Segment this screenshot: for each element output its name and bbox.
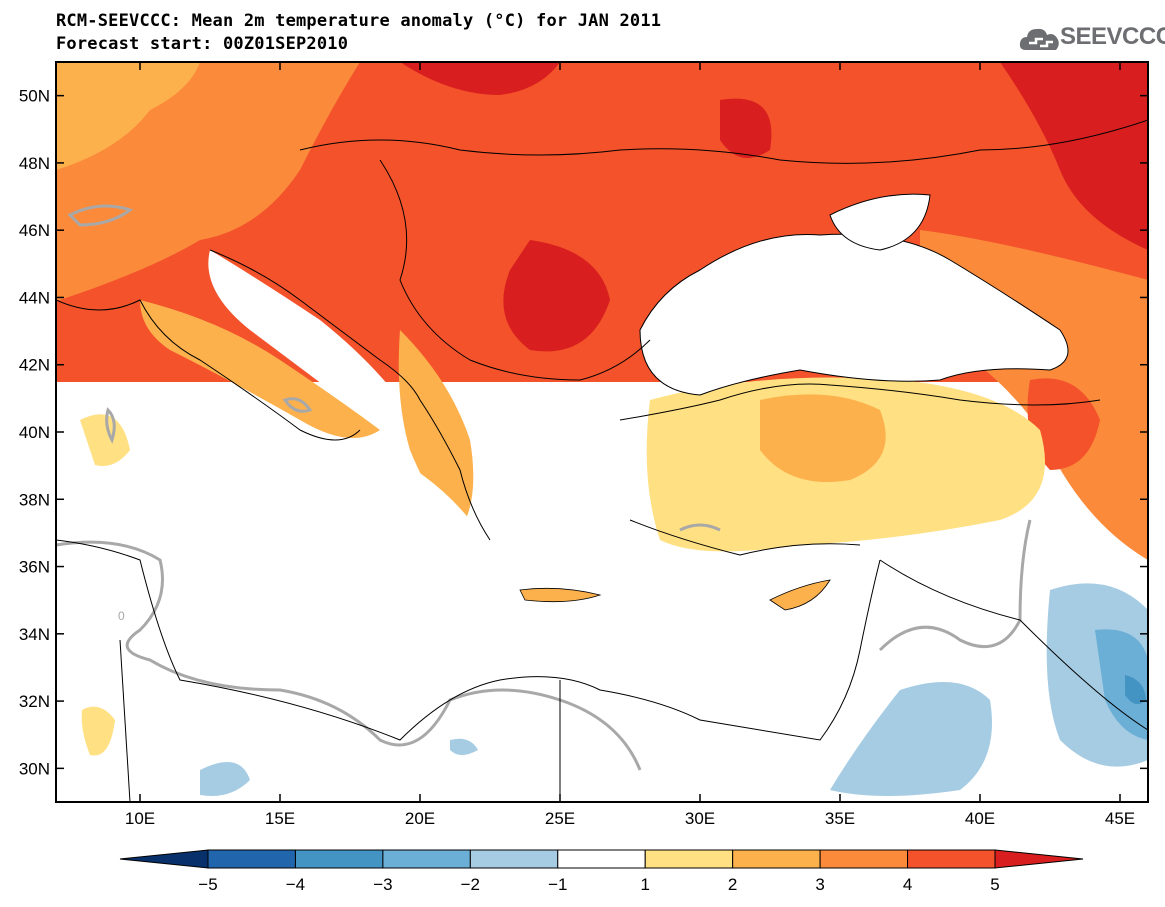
lon-tick-label: 30E (685, 809, 715, 828)
map-subtitle: Forecast start: 00Z01SEP2010 (56, 34, 349, 54)
anomaly-above5-north (400, 62, 560, 95)
anomaly-field: 0 (56, 62, 1148, 802)
lat-tick-label: 48N (19, 154, 50, 173)
zero-contour-anatolia (679, 523, 721, 532)
anomaly-2to3-italy (140, 300, 380, 438)
colorbar-segment (819, 849, 909, 869)
coastline-italy (56, 299, 361, 441)
zero-contours (56, 204, 1032, 771)
colorbar-segment (119, 849, 209, 869)
colorbar-segment (994, 849, 1084, 869)
colorbar-segment (382, 849, 471, 869)
anomaly-above5-east (1000, 62, 1148, 250)
border-southeast (879, 559, 1148, 731)
colorbar-label: 3 (815, 875, 824, 894)
lat-tick-label: 46N (19, 221, 50, 240)
zero-contour-levant (878, 519, 1032, 652)
borders (56, 119, 1148, 802)
border-tunisia-algeria (119, 639, 131, 802)
colorbar-segment (907, 849, 996, 869)
anomaly-minus1to2-patch (450, 738, 478, 755)
colorbar-segment (732, 849, 821, 869)
logo-text: SEEVCCC (1060, 23, 1165, 50)
colorbar: −5 −4 −3 −2 −1 1 2 3 4 5 (119, 849, 1084, 894)
longitude-axis: 10E 15E 20E 25E 30E 35E 40E 45E (125, 62, 1135, 828)
crete (519, 587, 602, 603)
colorbar-label: −1 (548, 875, 567, 894)
zero-contour-north-africa (56, 540, 642, 771)
coastline-anatolia-north (619, 383, 1101, 421)
coastline-balkans (209, 249, 491, 541)
lat-tick-label: 38N (19, 490, 50, 509)
colorbar-segment (207, 849, 296, 869)
anomaly-1to2-tunisia (81, 706, 115, 756)
colorbar-label: 5 (990, 875, 999, 894)
colorbar-label: 1 (640, 875, 649, 894)
colorbar-segment (469, 849, 559, 869)
border-north (299, 119, 1148, 164)
lon-tick-label: 40E (965, 809, 995, 828)
anomaly-minus1to2-sinai (830, 682, 992, 796)
cyprus (769, 579, 831, 611)
lat-tick-label: 32N (19, 692, 50, 711)
anomaly-1to2-sardinia (80, 414, 130, 466)
lat-tick-label: 42N (19, 356, 50, 375)
lat-tick-label: 40N (19, 423, 50, 442)
lon-tick-label: 15E (265, 809, 295, 828)
anomaly-above5-balkans (503, 240, 610, 352)
colorbar-label: −2 (461, 875, 480, 894)
lat-tick-label: 34N (19, 625, 50, 644)
anomaly-2to3-anatolia (760, 394, 886, 482)
colorbar-segment (294, 849, 384, 869)
anomaly-4to5-caucasus (1027, 378, 1100, 470)
lat-tick-label: 36N (19, 558, 50, 577)
lon-tick-label: 20E (405, 809, 435, 828)
coastline-africa (56, 539, 881, 741)
colorbar-label: −4 (286, 875, 305, 894)
sea-of-azov (829, 193, 931, 251)
zero-contour-alps (67, 204, 134, 227)
anomaly-neutral-med (56, 440, 880, 640)
colorbar-segment (644, 849, 734, 869)
zero-contour-label: 0 (118, 609, 125, 623)
zero-contour-sardinia (105, 407, 116, 444)
colorbar-label: 2 (728, 875, 737, 894)
map-title: RCM-SEEVCCC: Mean 2m temperature anomaly… (56, 11, 662, 31)
lon-tick-label: 45E (1105, 809, 1135, 828)
anomaly-minus2to3-arabia (1095, 629, 1148, 740)
anomaly-minus1to2-libya (200, 762, 250, 796)
lat-tick-label: 30N (19, 759, 50, 778)
latitude-axis: 50N 48N 46N 44N 42N 40N 38N 36N 34N 32N 30N (19, 87, 1148, 778)
seevccc-logo (1016, 20, 1156, 60)
border-central (379, 159, 651, 381)
colorbar-label: −5 (198, 875, 217, 894)
lat-tick-label: 44N (19, 288, 50, 307)
lon-tick-label: 35E (825, 809, 855, 828)
lon-tick-label: 10E (125, 809, 155, 828)
lon-tick-label: 25E (545, 809, 575, 828)
adriatic-sea (208, 250, 400, 412)
anomaly-2to3-greece (398, 330, 474, 530)
zero-contour-italy (282, 397, 313, 413)
cloud-icon (1019, 28, 1059, 50)
colorbar-label: −3 (373, 875, 392, 894)
aegean-sea (490, 399, 627, 533)
colorbar-label: 4 (903, 875, 912, 894)
anomaly-above5-ukraine (720, 98, 772, 158)
anomaly-2to3-alps (56, 62, 200, 170)
anomaly-minus3to4-arabia (1125, 675, 1146, 704)
lat-tick-label: 50N (19, 87, 50, 106)
black-sea (639, 233, 1069, 396)
colorbar-segment (557, 849, 646, 869)
coastline-anatolia-south (629, 519, 861, 556)
